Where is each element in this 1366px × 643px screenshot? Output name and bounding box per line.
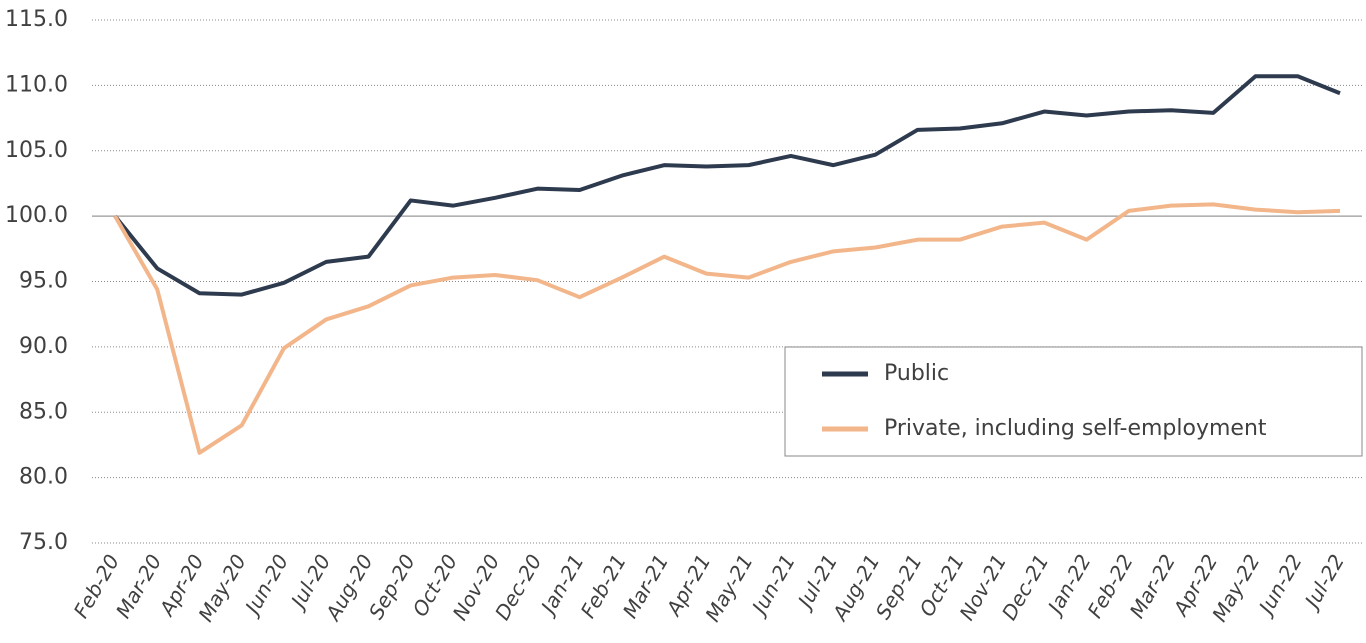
legend-label: Public xyxy=(884,361,949,386)
x-tick-label: Jul-22 xyxy=(1298,550,1349,615)
y-tick-label: 100.0 xyxy=(5,203,68,228)
legend-label: Private, including self-employment xyxy=(884,416,1267,441)
y-tick-label: 80.0 xyxy=(19,465,68,490)
y-tick-label: 95.0 xyxy=(19,269,68,294)
legend-box xyxy=(784,346,1363,457)
y-tick-label: 85.0 xyxy=(19,399,68,424)
y-tick-label: 105.0 xyxy=(5,138,68,163)
legend: Public Private, including self-employment xyxy=(784,346,1363,457)
series-line xyxy=(113,74,1341,297)
y-tick-label: 110.0 xyxy=(5,72,68,97)
y-tick-label: 90.0 xyxy=(19,334,68,359)
series-line xyxy=(113,202,1341,455)
y-tick-label: 115.0 xyxy=(5,7,68,32)
y-tick-label: 75.0 xyxy=(19,530,68,555)
